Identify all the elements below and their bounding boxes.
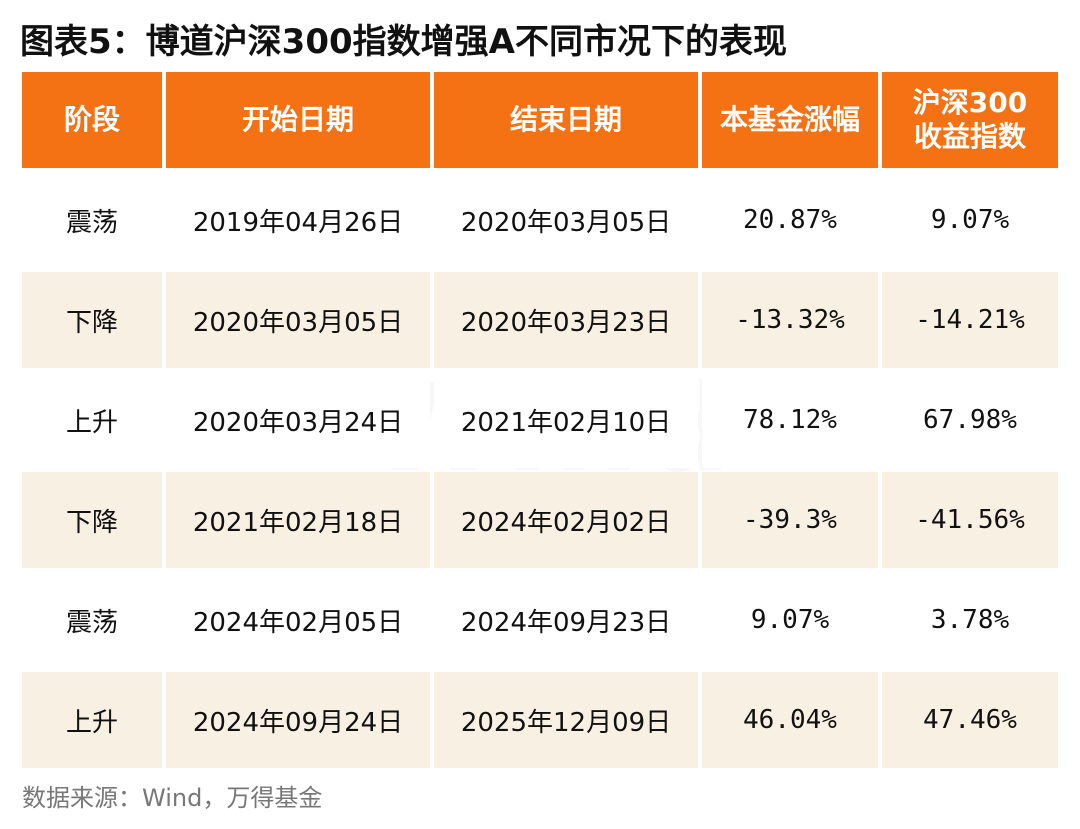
table-cell-fund: 20.87%	[702, 172, 878, 268]
table-cell-stage: 上升	[22, 672, 162, 768]
table-cell-start: 2019年04月26日	[166, 172, 430, 268]
table-cell-end: 2025年12月09日	[434, 672, 698, 768]
table-cell-stage: 上升	[22, 372, 162, 468]
table-cell-start: 2024年09月24日	[166, 672, 430, 768]
table-cell-stage: 下降	[22, 472, 162, 568]
table-cell-start: 2021年02月18日	[166, 472, 430, 568]
page-title: 图表5：博道沪深300指数增强A不同市况下的表现	[20, 22, 787, 62]
table-cell-stage: 震荡	[22, 172, 162, 268]
header-index-return-line2: 收益指数	[913, 120, 1026, 153]
table-cell-index: 47.46%	[882, 672, 1058, 768]
table-cell-start: 2024年02月05日	[166, 572, 430, 668]
header-stage: 阶段	[22, 72, 162, 168]
source-note: 数据来源：Wind，万得基金	[22, 784, 323, 812]
table-cell-index: -41.56%	[882, 472, 1058, 568]
table-cell-start: 2020年03月05日	[166, 272, 430, 368]
header-index-return: 沪深300 收益指数	[882, 72, 1058, 168]
table-cell-index: -14.21%	[882, 272, 1058, 368]
table-cell-end: 2024年09月23日	[434, 572, 698, 668]
table-cell-index: 9.07%	[882, 172, 1058, 268]
header-fund-return: 本基金涨幅	[702, 72, 878, 168]
table-cell-start: 2020年03月24日	[166, 372, 430, 468]
table-cell-end: 2021年02月10日	[434, 372, 698, 468]
performance-table: 阶段 开始日期 结束日期 本基金涨幅 沪深300 收益指数 震荡 2019年04…	[22, 72, 1058, 768]
table-cell-end: 2020年03月23日	[434, 272, 698, 368]
header-start-date: 开始日期	[166, 72, 430, 168]
table-cell-fund: 46.04%	[702, 672, 878, 768]
table-cell-fund: -39.3%	[702, 472, 878, 568]
table-cell-stage: 震荡	[22, 572, 162, 668]
table-cell-stage: 下降	[22, 272, 162, 368]
table-cell-fund: 9.07%	[702, 572, 878, 668]
table-cell-fund: 78.12%	[702, 372, 878, 468]
header-end-date: 结束日期	[434, 72, 698, 168]
table-cell-fund: -13.32%	[702, 272, 878, 368]
table-cell-end: 2020年03月05日	[434, 172, 698, 268]
table-cell-index: 3.78%	[882, 572, 1058, 668]
table-cell-end: 2024年02月02日	[434, 472, 698, 568]
header-index-return-line1: 沪深300	[912, 86, 1028, 119]
table-cell-index: 67.98%	[882, 372, 1058, 468]
